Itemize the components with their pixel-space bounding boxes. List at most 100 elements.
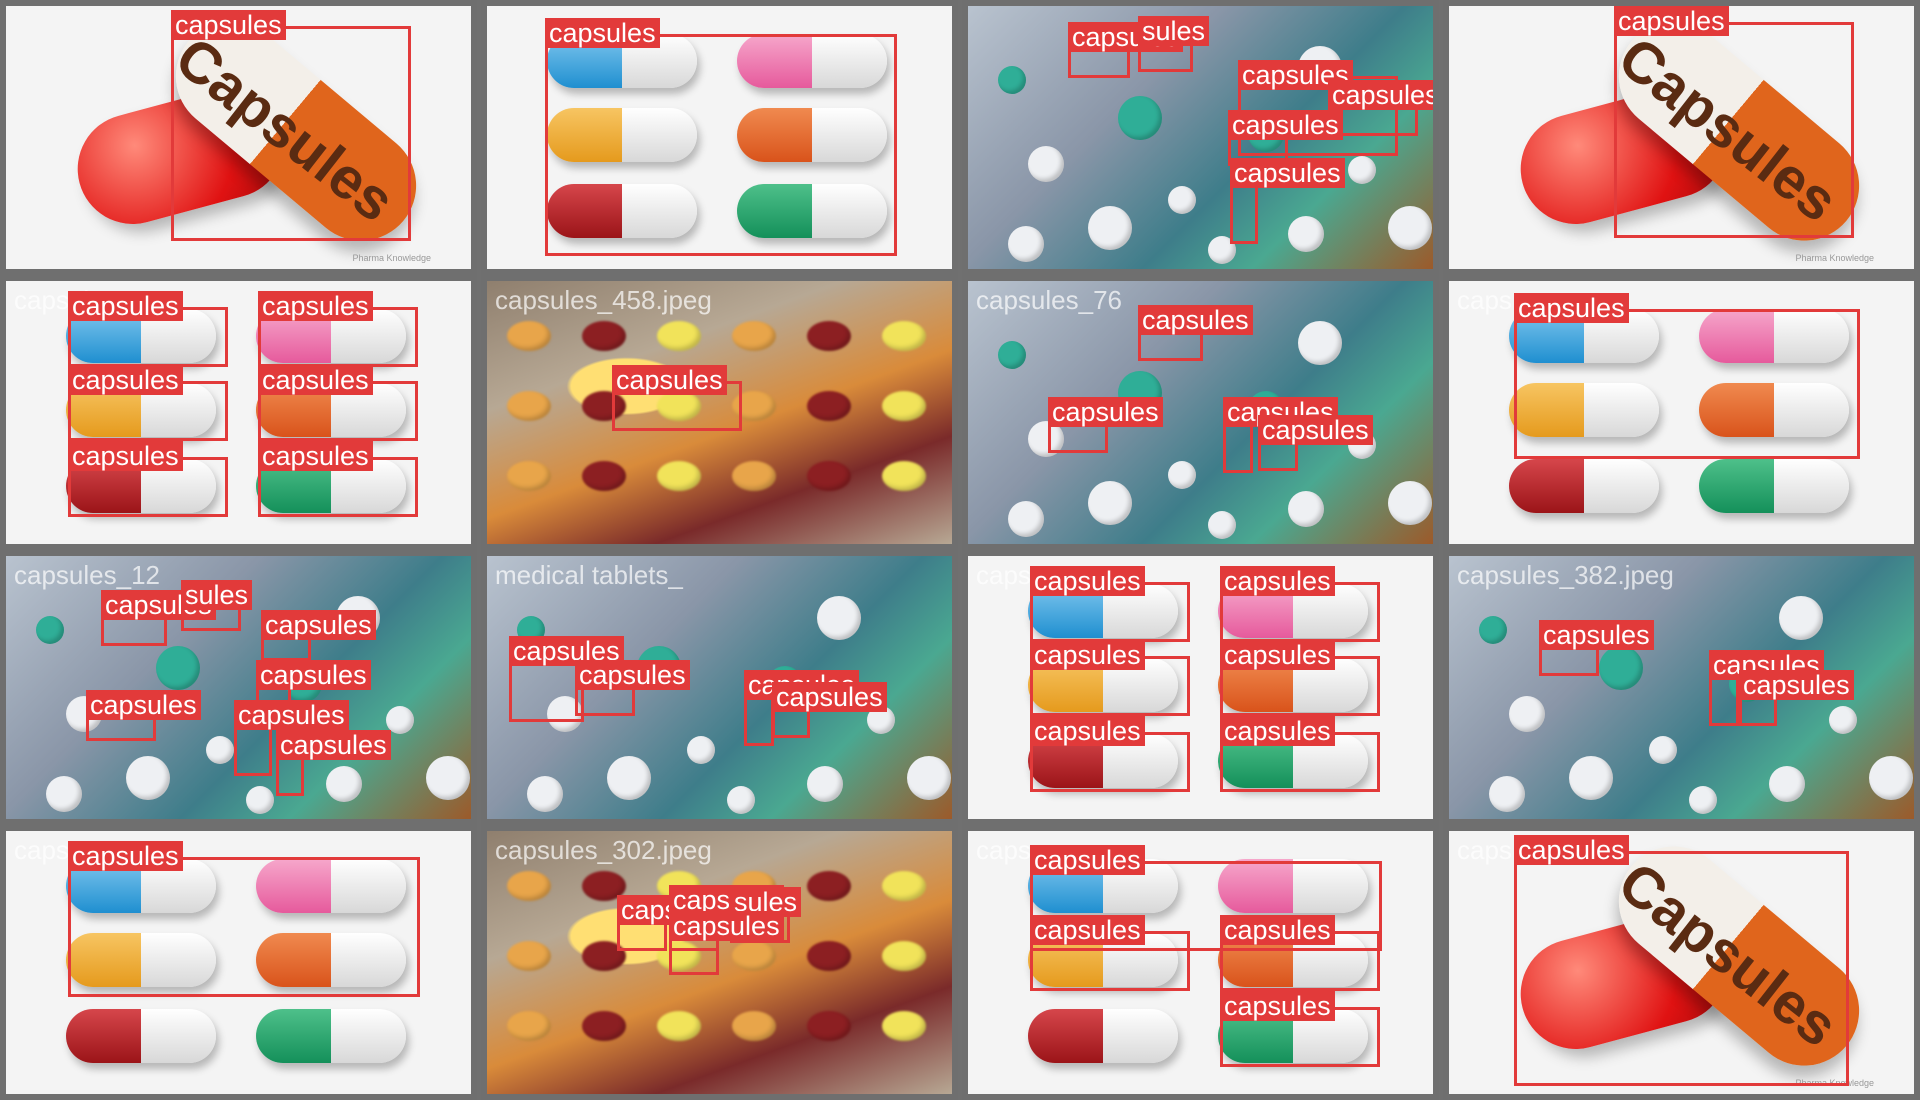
detection-label: capsules xyxy=(68,291,183,321)
detection-label: capsules xyxy=(1238,60,1353,90)
tablet-graphic xyxy=(582,461,626,491)
detection-label: capsules xyxy=(171,10,286,40)
capsule-color-half xyxy=(1699,309,1774,363)
tablet-graphic xyxy=(657,391,701,421)
image-tile: capsules_capsulescapsulescapsulescapsule… xyxy=(0,275,477,550)
detection-label: capsules xyxy=(669,911,784,941)
detection-label: capsules xyxy=(256,660,371,690)
tablet-graphic xyxy=(1008,501,1044,537)
tablet-graphic xyxy=(998,341,1026,369)
capsule-graphic xyxy=(547,184,697,238)
capsule-graphic xyxy=(1699,383,1849,437)
detection-label: capsules xyxy=(612,365,727,395)
capsule-white-half xyxy=(331,859,406,913)
capsule-graphic xyxy=(256,1009,406,1063)
capsule-color-half xyxy=(547,108,622,162)
detection-label: capsules xyxy=(1258,415,1373,445)
tablet-graphic xyxy=(657,1011,701,1041)
tablet-graphic xyxy=(732,941,776,971)
tablet-graphic xyxy=(657,321,701,351)
detection-label: capsules xyxy=(1220,915,1335,945)
image-filename-caption: capsules_382.jpeg xyxy=(1457,560,1674,590)
capsule-color-half xyxy=(737,184,812,238)
image-filename-caption: medical tablets_ xyxy=(495,560,683,590)
tablet-graphic xyxy=(507,461,551,491)
image-filename-caption: caps xyxy=(14,835,69,865)
tablet-graphic xyxy=(732,321,776,351)
image-tile: capsules sules capsules capsules capsules cap… xyxy=(962,0,1439,275)
image-tile: caps capsules capsules capsules capsules caps… xyxy=(962,550,1439,825)
capsule-white-half xyxy=(1774,309,1849,363)
image-tile: capsules_76 capsules capsules capsules capsu… xyxy=(962,275,1439,550)
detection-label: capsules xyxy=(509,636,624,666)
tablet-graphic xyxy=(1348,156,1376,184)
capsule-color-half xyxy=(737,34,812,88)
image-filename-caption: caps xyxy=(1457,835,1512,865)
tablet-graphic xyxy=(1168,461,1196,489)
capsule-white-half xyxy=(331,1009,406,1063)
tablet-graphic xyxy=(687,736,715,764)
detection-label: sules xyxy=(1138,16,1210,46)
tablet-graphic xyxy=(386,706,414,734)
capsule-color-half xyxy=(1218,859,1293,913)
detection-label: capsules xyxy=(234,700,349,730)
capsule-white-half xyxy=(1103,1009,1178,1063)
tablet-graphic xyxy=(807,941,851,971)
detection-label: capsules xyxy=(1614,6,1729,36)
image-filename-caption: caps xyxy=(976,560,1031,590)
capsule-white-half xyxy=(622,108,697,162)
tablet-graphic xyxy=(882,871,926,901)
tablet-graphic xyxy=(36,616,64,644)
image-tile: capsules_458.jpeg capsules xyxy=(481,275,958,550)
detection-label: capsules xyxy=(1048,397,1163,427)
capsule-white-half xyxy=(812,108,887,162)
detection-label: capsules xyxy=(545,18,660,48)
tablet-graphic xyxy=(1509,696,1545,732)
tablet-graphic xyxy=(426,756,470,800)
capsule-graphic xyxy=(66,933,216,987)
detection-label: capsules xyxy=(1514,835,1629,865)
capsule-graphic xyxy=(256,859,406,913)
tablet-graphic xyxy=(607,756,651,800)
detection-label: capsules xyxy=(68,441,183,471)
detection-box xyxy=(1514,851,1849,1086)
detection-box xyxy=(171,26,411,241)
capsule-color-half xyxy=(1509,459,1584,513)
tablet-graphic xyxy=(1779,596,1823,640)
tablet-graphic xyxy=(507,941,551,971)
detection-label: capsules xyxy=(1514,293,1629,323)
capsule-color-half xyxy=(1028,1009,1103,1063)
tablet-graphic xyxy=(507,1011,551,1041)
tablet-graphic xyxy=(582,321,626,351)
tablet-graphic xyxy=(1288,491,1324,527)
tablet-graphic xyxy=(807,461,851,491)
detection-box xyxy=(68,857,420,997)
tablet-graphic xyxy=(882,391,926,421)
capsule-white-half xyxy=(1293,859,1368,913)
detection-label: capsules xyxy=(575,660,690,690)
tablet-graphic xyxy=(817,596,861,640)
tablet-graphic xyxy=(46,776,82,812)
tablet-graphic xyxy=(1118,96,1162,140)
tablet-graphic xyxy=(1088,206,1132,250)
tablet-graphic xyxy=(582,1011,626,1041)
capsule-white-half xyxy=(622,184,697,238)
capsule-white-half xyxy=(1774,383,1849,437)
detection-label: capsules xyxy=(1539,620,1654,650)
tablet-graphic xyxy=(1388,206,1432,250)
tablet-graphic xyxy=(1649,736,1677,764)
tablet-graphic xyxy=(507,391,551,421)
tablet-graphic xyxy=(807,391,851,421)
detection-label: capsules xyxy=(68,841,183,871)
tablet-graphic xyxy=(807,321,851,351)
capsule-white-half xyxy=(1584,459,1659,513)
detection-label: capsules xyxy=(1230,158,1345,188)
image-tile: capsules xyxy=(481,0,958,275)
image-tile: Capsules Pharma Knowledge capsules xyxy=(1443,0,1920,275)
image-filename-caption: capsules_302.jpeg xyxy=(495,835,712,865)
capsule-color-half xyxy=(66,1009,141,1063)
tablet-graphic xyxy=(246,786,274,814)
tablet-graphic xyxy=(527,776,563,812)
capsule-graphic xyxy=(737,184,887,238)
capsule-color-half xyxy=(737,108,812,162)
